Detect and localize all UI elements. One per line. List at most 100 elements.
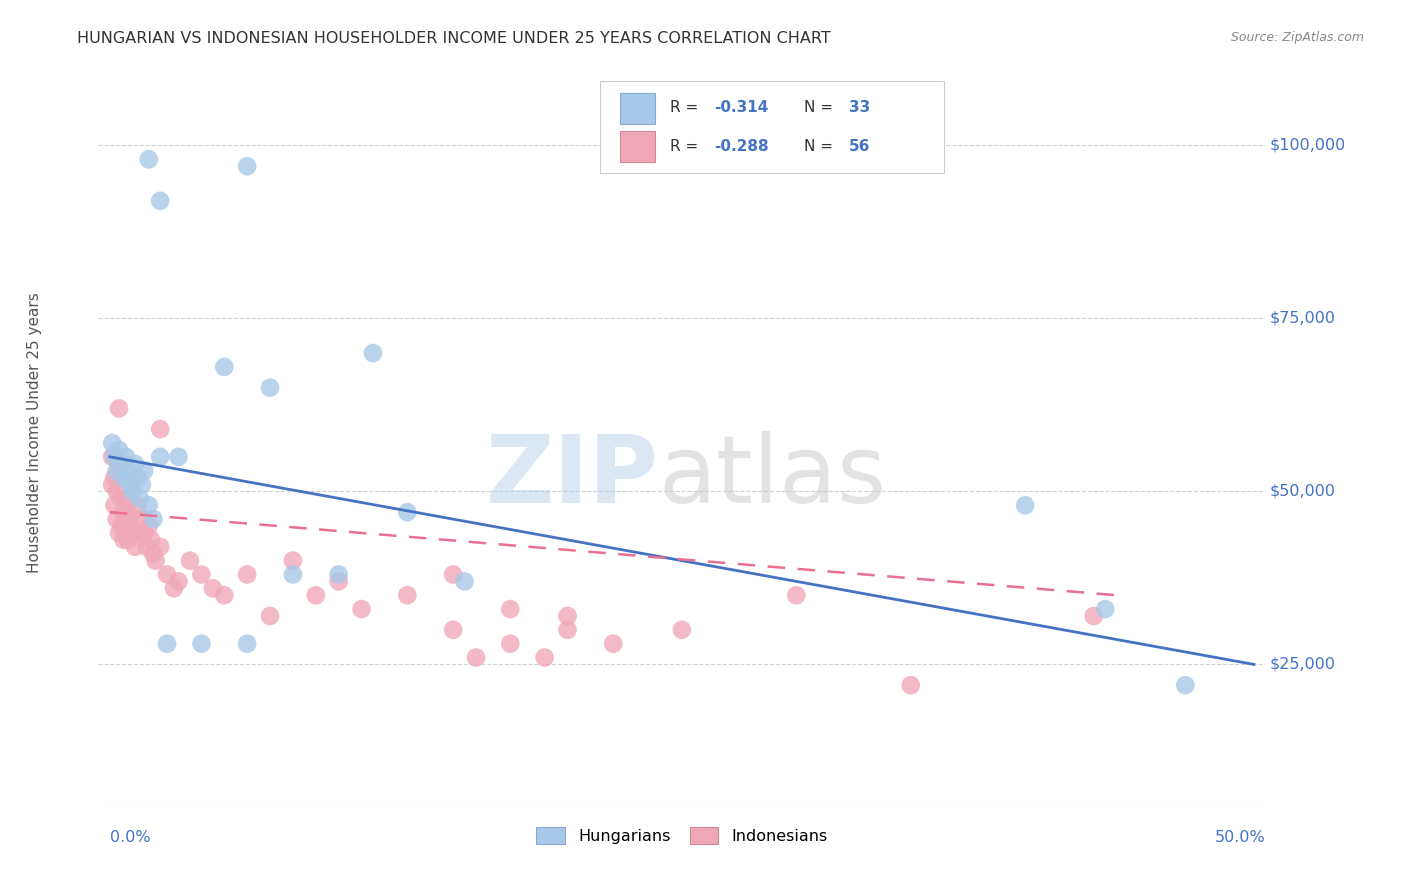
Point (110, 457, 132, 471)
Text: Householder Income Under 25 years: Householder Income Under 25 years (27, 293, 42, 573)
Point (441, 567, 464, 582)
Point (124, 457, 146, 471)
Point (350, 602, 373, 616)
Text: 0.0%: 0.0% (110, 830, 150, 846)
Point (112, 533, 135, 547)
Text: $100,000: $100,000 (1270, 138, 1346, 153)
Text: $50,000: $50,000 (1270, 484, 1336, 499)
Text: N =: N = (804, 100, 838, 115)
Point (131, 477, 153, 491)
Text: HUNGARIAN VS INDONESIAN HOUSEHOLDER INCOME UNDER 25 YEARS CORRELATION CHART: HUNGARIAN VS INDONESIAN HOUSEHOLDER INCO… (77, 31, 831, 46)
Point (179, 554, 201, 568)
Point (121, 484, 143, 499)
Point (259, 381, 281, 395)
Point (105, 464, 128, 478)
Bar (620, 93, 655, 124)
Text: Source: ZipAtlas.com: Source: ZipAtlas.com (1230, 31, 1364, 45)
Point (499, 637, 522, 651)
Point (259, 609, 281, 624)
Point (120, 477, 142, 491)
Text: -0.288: -0.288 (714, 138, 769, 153)
Point (190, 637, 212, 651)
Point (236, 637, 259, 651)
Point (108, 525, 131, 540)
Point (149, 540, 172, 554)
Point (127, 470, 149, 484)
Point (121, 525, 143, 540)
Point (108, 457, 131, 471)
Point (115, 450, 138, 464)
Point (103, 470, 125, 484)
Point (142, 547, 165, 561)
Text: R =: R = (671, 100, 703, 115)
Point (105, 484, 128, 499)
Point (328, 574, 350, 589)
Point (135, 540, 157, 554)
Point (128, 525, 150, 540)
Point (134, 464, 156, 478)
Text: atlas: atlas (658, 431, 887, 523)
Point (117, 533, 139, 547)
Point (120, 512, 142, 526)
Point (115, 491, 138, 506)
Point (305, 588, 328, 602)
Point (142, 512, 165, 526)
Point (785, 588, 807, 602)
Point (134, 525, 156, 540)
Point (1083, 609, 1105, 624)
Point (156, 637, 179, 651)
Point (214, 359, 236, 374)
Point (453, 574, 475, 589)
Text: 33: 33 (849, 100, 870, 115)
Point (1014, 498, 1036, 512)
Point (105, 512, 128, 526)
Point (236, 567, 259, 582)
Point (361, 346, 384, 360)
Point (138, 519, 160, 533)
Point (108, 442, 131, 457)
Text: $75,000: $75,000 (1270, 311, 1336, 326)
Text: $25,000: $25,000 (1270, 657, 1336, 672)
Text: ZIP: ZIP (485, 431, 658, 523)
Point (117, 505, 139, 519)
Point (1174, 678, 1197, 692)
Point (441, 623, 464, 637)
Point (167, 574, 190, 589)
Point (101, 450, 124, 464)
Text: N =: N = (804, 138, 838, 153)
Point (465, 650, 488, 665)
Text: 56: 56 (849, 138, 870, 153)
Point (108, 401, 131, 416)
Point (101, 436, 124, 450)
FancyBboxPatch shape (600, 81, 945, 173)
Point (139, 533, 162, 547)
Point (557, 609, 579, 624)
Text: R =: R = (671, 138, 703, 153)
Legend: Hungarians, Indonesians: Hungarians, Indonesians (530, 821, 834, 850)
Point (115, 519, 138, 533)
Point (156, 567, 179, 582)
Point (117, 464, 139, 478)
Point (112, 470, 135, 484)
Point (149, 450, 172, 464)
Point (138, 498, 160, 512)
Point (328, 567, 350, 582)
Point (138, 153, 160, 167)
Bar (620, 131, 655, 162)
Point (236, 159, 259, 173)
Point (163, 582, 186, 596)
Point (1094, 602, 1116, 616)
Point (103, 450, 125, 464)
Point (214, 588, 236, 602)
Point (149, 422, 172, 436)
Point (101, 477, 124, 491)
Point (131, 512, 153, 526)
Point (396, 588, 419, 602)
Point (396, 505, 419, 519)
Point (128, 491, 150, 506)
Point (124, 540, 146, 554)
Point (167, 450, 190, 464)
Point (110, 491, 132, 506)
Point (201, 582, 224, 596)
Point (190, 567, 212, 582)
